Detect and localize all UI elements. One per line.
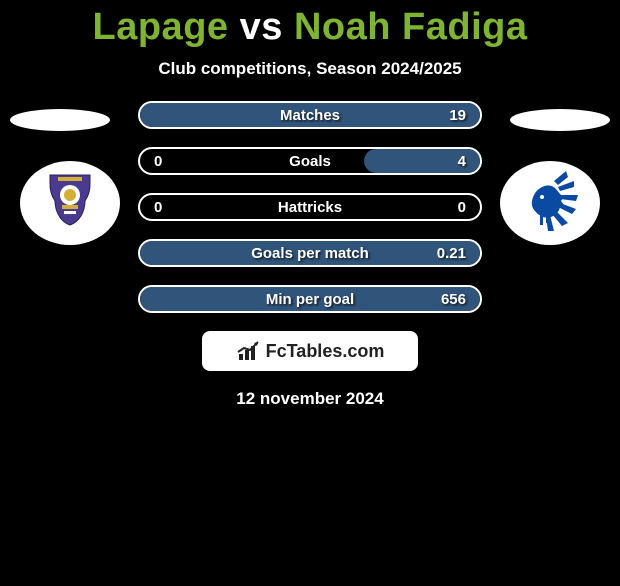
subtitle: Club competitions, Season 2024/2025 [0,59,620,79]
player1-avatar-placeholder [10,109,110,131]
content-area: Matches 19 0 Goals 4 0 Hattricks 0 Goals… [0,101,620,409]
stat-row-hattricks: 0 Hattricks 0 [138,193,482,221]
stat-left-value: 0 [154,153,162,170]
stat-label: Goals [289,153,331,170]
stat-row-min-per-goal: Min per goal 656 [138,285,482,313]
stat-label: Hattricks [278,199,342,216]
player1-name: Lapage [93,6,229,48]
stat-row-goals-per-match: Goals per match 0.21 [138,239,482,267]
club-badge-left [20,161,120,245]
stat-right-value: 0 [458,199,466,216]
player2-avatar-placeholder [510,109,610,131]
stat-right-value: 0.21 [437,245,466,262]
branding-box: FcTables.com [202,331,418,371]
club-badge-right [500,161,600,245]
stats-table: Matches 19 0 Goals 4 0 Hattricks 0 Goals… [138,101,482,313]
comparison-title: Lapage vs Noah Fadiga [0,6,620,49]
chart-icon [236,340,262,362]
stat-right-value: 19 [449,107,466,124]
stat-label: Matches [280,107,340,124]
stat-label: Goals per match [251,245,369,262]
vs-text: vs [240,6,283,48]
player2-name: Noah Fadiga [294,6,528,48]
date-text: 12 november 2024 [0,389,620,409]
stat-row-goals: 0 Goals 4 [138,147,482,175]
stat-left-value: 0 [154,199,162,216]
stat-right-value: 656 [441,291,466,308]
branding-text: FcTables.com [266,341,385,362]
stat-label: Min per goal [266,291,354,308]
stat-row-matches: Matches 19 [138,101,482,129]
stat-right-value: 4 [458,153,466,170]
